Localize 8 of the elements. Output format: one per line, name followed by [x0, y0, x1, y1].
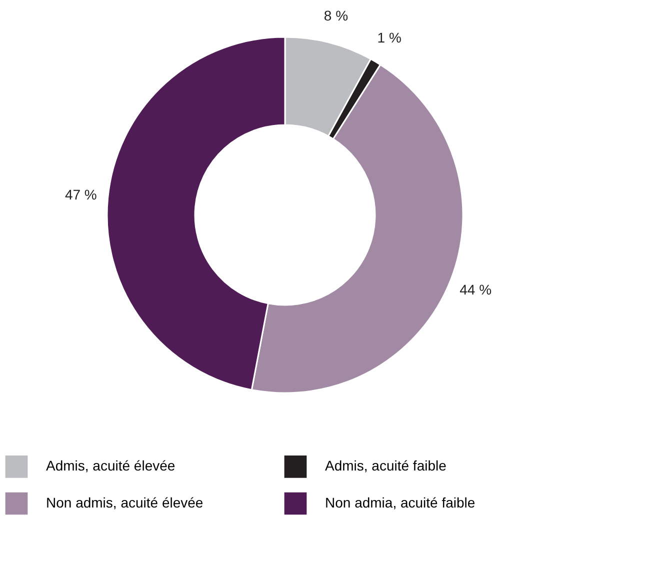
data-label: 47 %: [64, 186, 97, 203]
legend-label: Non admia, acuité faible: [325, 494, 476, 510]
data-label: 44 %: [460, 281, 492, 298]
legend-label: Non admis, acuité élevée: [46, 494, 204, 510]
legend-label: Admis, acuité élevée: [46, 458, 176, 474]
data-label: 8 %: [324, 7, 348, 24]
legend-label: Admis, acuité faible: [325, 458, 447, 474]
data-label: 1 %: [377, 30, 402, 46]
